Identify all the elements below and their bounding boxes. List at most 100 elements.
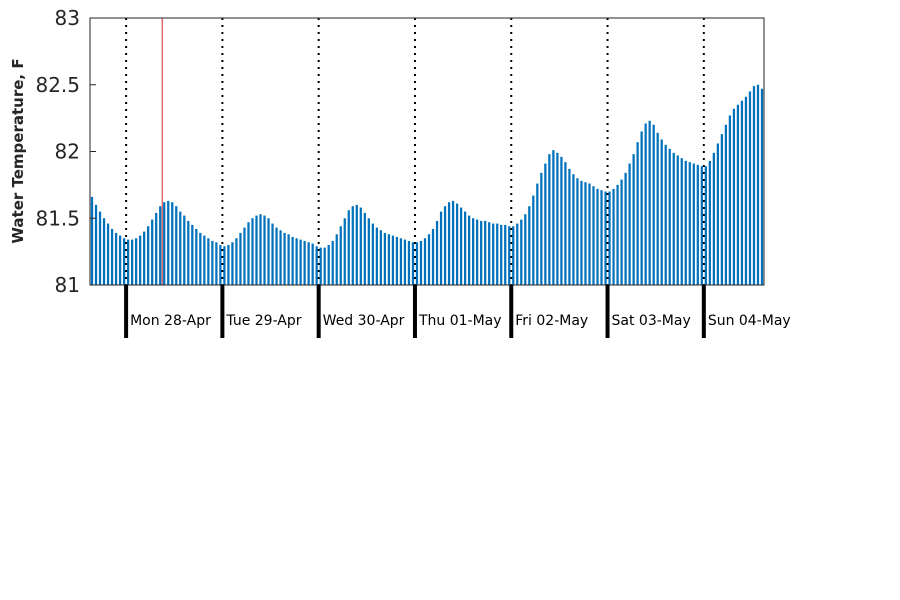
day-boundaries (125, 18, 705, 285)
bar (656, 132, 659, 285)
bar (114, 232, 118, 285)
bar (443, 206, 447, 285)
bar (155, 212, 158, 285)
x-axis-day-ticks: Mon 28-Apr Tue 29-Apr Wed 30-Apr Thu 01-May… (124, 285, 791, 338)
bar (748, 91, 752, 285)
bar (151, 219, 154, 285)
bar (363, 212, 366, 285)
bar (122, 238, 126, 285)
bar (744, 96, 748, 286)
bar (275, 227, 278, 285)
bar (568, 168, 571, 285)
bar (628, 163, 631, 285)
bar (187, 220, 190, 285)
bar (463, 211, 467, 285)
bar (668, 148, 671, 285)
bar (620, 179, 623, 285)
bar (175, 206, 178, 285)
bar (279, 230, 282, 285)
bar (572, 174, 575, 285)
bar (191, 224, 194, 285)
y-axis-label: Water Temperature, F (9, 58, 27, 243)
bar (118, 235, 122, 285)
bar (512, 226, 515, 285)
bar (712, 152, 715, 285)
bar (472, 218, 475, 285)
bar (359, 207, 362, 285)
bar (211, 240, 214, 285)
bar (616, 184, 619, 286)
bar (207, 238, 210, 285)
bar (126, 239, 130, 285)
bar (532, 195, 535, 285)
bar (391, 235, 395, 285)
bar (235, 238, 238, 285)
bar (680, 158, 683, 285)
bar (90, 196, 94, 285)
bar (736, 104, 740, 285)
bar (608, 191, 611, 285)
bar (135, 238, 138, 285)
bar (612, 188, 615, 285)
bar (504, 224, 507, 285)
bar (644, 123, 647, 285)
bar (287, 234, 290, 285)
bar (251, 218, 254, 285)
day-label: Tue 29-Apr (225, 313, 301, 329)
bar (459, 207, 463, 285)
bar (648, 120, 651, 285)
bar (732, 108, 736, 285)
bar (756, 84, 760, 285)
bar (291, 236, 294, 285)
y-tick-label: 81.5 (35, 206, 80, 230)
bar (239, 232, 242, 285)
bar (343, 218, 346, 285)
bar (580, 180, 583, 285)
bar (752, 86, 756, 285)
bar (552, 150, 555, 285)
bar (624, 172, 627, 285)
bar (94, 204, 98, 285)
bar (219, 244, 222, 285)
bar (720, 134, 723, 285)
bar (704, 166, 707, 285)
bar (488, 222, 491, 285)
bar (492, 223, 495, 285)
y-tick-label: 81 (55, 273, 80, 297)
bar (604, 191, 607, 285)
bar (480, 220, 483, 285)
day-label: Sat 03-May (612, 313, 691, 329)
bar (323, 247, 326, 285)
bar (403, 239, 407, 285)
bar (584, 182, 587, 285)
bar (508, 226, 511, 285)
bar (267, 218, 270, 285)
bar (147, 226, 150, 285)
bar (564, 162, 567, 285)
bar (415, 242, 419, 285)
bar (652, 124, 655, 285)
bar (427, 234, 431, 285)
bar (660, 139, 663, 285)
bar (692, 163, 695, 285)
day-label: Thu 01-May (418, 313, 502, 329)
bar (716, 143, 719, 285)
bar (179, 211, 182, 285)
day-label: Fri 02-May (515, 313, 588, 329)
bar (636, 142, 639, 285)
bar (528, 206, 531, 285)
bar (676, 155, 679, 285)
bar (255, 215, 258, 285)
bar (423, 238, 427, 285)
bar (335, 234, 338, 285)
bar (131, 239, 134, 285)
bar (199, 232, 202, 285)
bar (143, 231, 146, 285)
bar (295, 238, 298, 285)
bar (688, 162, 691, 285)
bar (696, 164, 699, 285)
bar (476, 219, 479, 285)
bar (351, 206, 354, 285)
bar (383, 232, 386, 285)
bar (203, 235, 206, 285)
